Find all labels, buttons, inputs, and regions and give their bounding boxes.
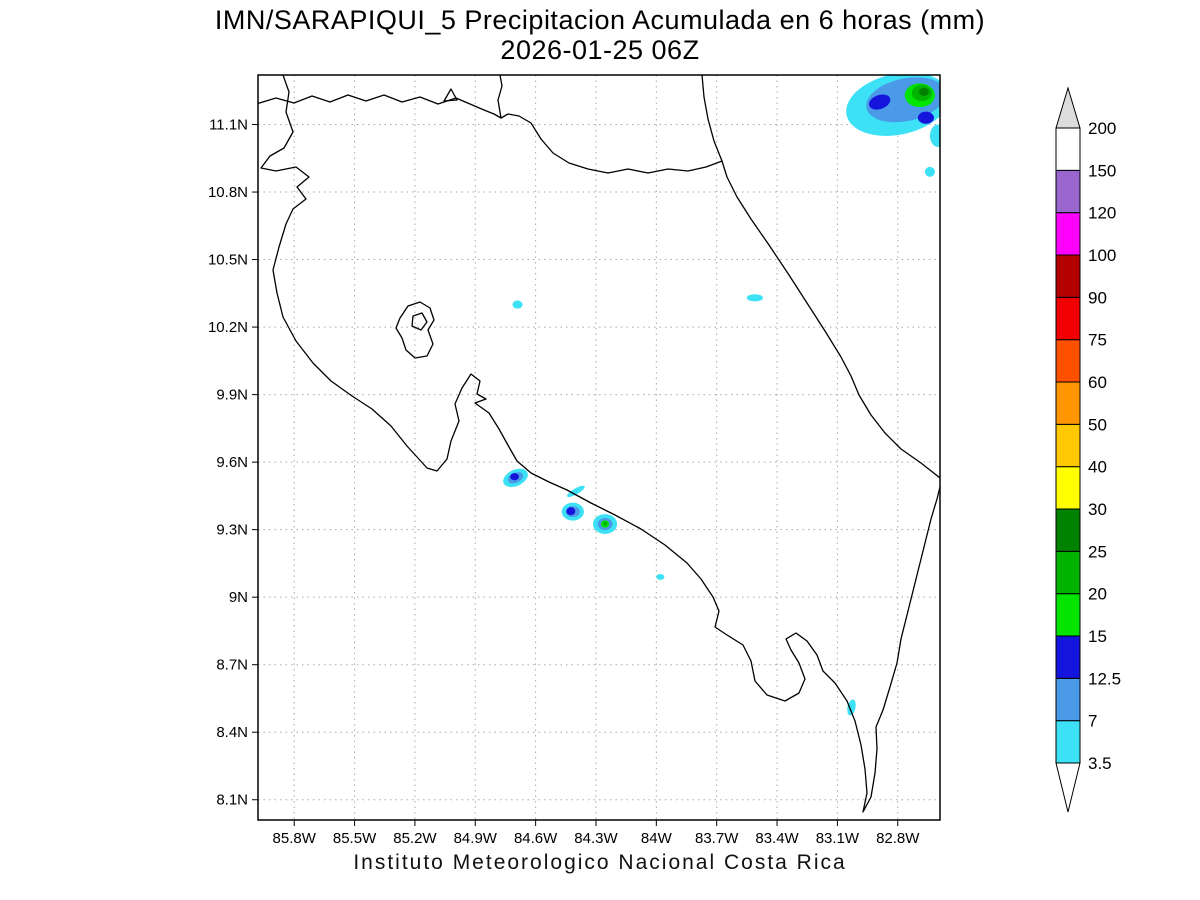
lon-tick-label: 82.8W: [876, 830, 920, 847]
colorbar-segment: [1055, 550, 1081, 595]
precip-cell: [918, 87, 929, 96]
colorbar-label: 30: [1088, 500, 1107, 519]
precip-cell: [746, 294, 763, 302]
colorbar-segment: [1055, 593, 1081, 637]
caption: Instituto Meteorologico Nacional Costa R…: [353, 851, 847, 874]
lat-tick-label: 9.3N: [216, 522, 248, 539]
colorbar-segment: [1055, 212, 1081, 256]
colorbar-label: 60: [1088, 373, 1107, 392]
lon-tick-label: 83.1W: [816, 830, 860, 847]
lon-tick-label: 83.7W: [695, 830, 739, 847]
lat-tick-label: 8.7N: [216, 657, 248, 674]
axis-ticks: [252, 124, 899, 826]
lon-tick-label: 84W: [641, 830, 673, 847]
caribbean-coast: [701, 75, 940, 479]
lat-tick-label: 9.6N: [216, 454, 248, 471]
precipitation-shading: [503, 75, 940, 716]
map-frame: [257, 74, 941, 821]
colorbar-segment: [1055, 339, 1081, 383]
colorbar-arrow-under: [1055, 762, 1081, 813]
colorbar-segment: [1055, 254, 1081, 298]
precip-cell: [917, 111, 934, 124]
lon-tick-label: 84.6W: [514, 830, 558, 847]
nicaragua-border-san-juan-river: [497, 75, 723, 174]
precip-cell: [512, 300, 523, 309]
colorbar-segment: [1055, 466, 1081, 510]
precip-cell: [868, 94, 891, 110]
chart-subtitle: 2026-01-25 06Z: [500, 35, 700, 65]
lake-island: [443, 88, 458, 102]
colorbar-label: 200: [1088, 119, 1116, 138]
lon-tick-label: 84.9W: [454, 830, 498, 847]
colorbar-label: 40: [1088, 458, 1107, 477]
lat-tick-label: 10.5N: [208, 252, 248, 269]
colorbar-segment: [1055, 423, 1081, 468]
colorbar-label: 7: [1088, 712, 1097, 731]
colorbar-segment: [1055, 296, 1081, 341]
colorbar-label: 12.5: [1088, 669, 1121, 688]
colorbar-label: 90: [1088, 288, 1107, 307]
colorbar-segment: [1055, 381, 1081, 425]
axis-labels: 85.8W 85.5W 85.2W 84.9W 84.6W 84.3W 84W 83.7W 83…: [208, 117, 920, 847]
lat-tick-label: 8.1N: [216, 792, 248, 809]
lon-tick-label: 84.3W: [574, 830, 618, 847]
lat-tick-label: 8.4N: [216, 724, 248, 741]
precip-cell: [656, 573, 665, 580]
chart-title: IMN/SARAPIQUI_5 Precipitacion Acumulada …: [214, 5, 986, 35]
lat-tick-label: 10.8N: [208, 184, 248, 201]
colorbar-segment: [1055, 169, 1081, 214]
colorbar-label: 75: [1088, 331, 1107, 350]
colorbar: 3.5 7 12.5 15 20 25 30 40 50 60 75 90 100 120 150 200: [1055, 86, 1121, 813]
colorbar-label: 3.5: [1088, 754, 1112, 773]
lat-tick-label: 9.9N: [216, 387, 248, 404]
pacific-coast-and-panama-border: [260, 75, 940, 813]
precip-cell: [924, 166, 935, 177]
colorbar-label: 15: [1088, 627, 1107, 646]
precip-cell: [567, 485, 585, 498]
colorbar-segment: [1055, 720, 1081, 764]
colorbar-segment: [1055, 508, 1081, 552]
lon-tick-label: 85.5W: [333, 830, 377, 847]
colorbar-segment: [1055, 635, 1081, 679]
colorbar-label: 100: [1088, 246, 1116, 265]
colorbar-label: 120: [1088, 204, 1116, 223]
coastline-layer: [258, 75, 940, 813]
lon-tick-label: 85.8W: [273, 830, 317, 847]
precip-cell: [929, 124, 940, 148]
precip-cell: [847, 699, 856, 716]
colorbar-label: 20: [1088, 585, 1107, 604]
lon-tick-label: 83.4W: [755, 830, 799, 847]
inland-lake-inner: [411, 312, 428, 331]
colorbar-segment: [1055, 127, 1081, 171]
lat-tick-label: 11.1N: [209, 117, 248, 134]
lon-tick-label: 85.2W: [393, 830, 437, 847]
gridlines: [258, 75, 940, 820]
lat-tick-label: 9N: [229, 589, 248, 606]
colorbar-label: 150: [1088, 161, 1116, 180]
colorbar-label: 50: [1088, 415, 1107, 434]
precip-cell: [566, 507, 576, 516]
lat-tick-label: 10.2N: [208, 319, 248, 336]
colorbar-segment: [1055, 677, 1081, 722]
precip-cell: [602, 521, 608, 526]
lake-nicaragua-shore: [258, 94, 502, 119]
colorbar-label: 25: [1088, 542, 1107, 561]
inland-lake-outline: [395, 301, 435, 359]
precip-cell: [510, 473, 519, 481]
colorbar-arrow-over: [1055, 86, 1081, 129]
